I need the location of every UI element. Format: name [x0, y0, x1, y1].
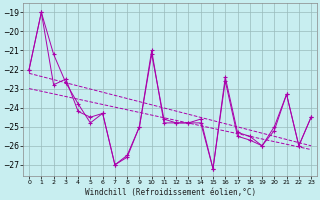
X-axis label: Windchill (Refroidissement éolien,°C): Windchill (Refroidissement éolien,°C): [84, 188, 256, 197]
